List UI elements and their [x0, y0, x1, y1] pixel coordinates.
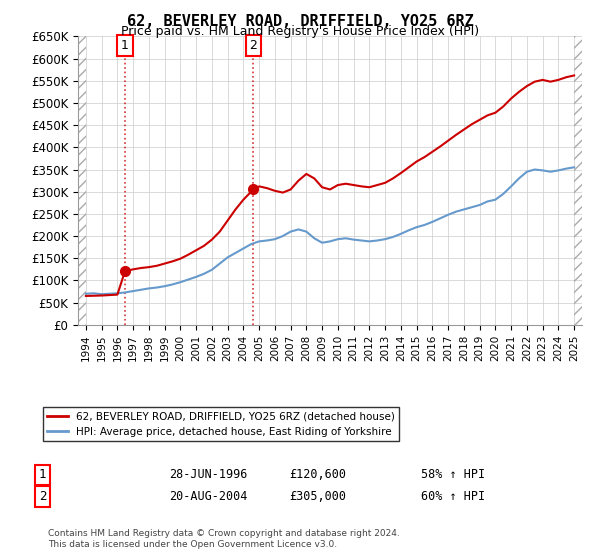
- Text: 1: 1: [39, 468, 46, 481]
- Text: 1: 1: [121, 39, 129, 52]
- Text: Price paid vs. HM Land Registry's House Price Index (HPI): Price paid vs. HM Land Registry's House …: [121, 25, 479, 38]
- Bar: [78, 36, 86, 325]
- Text: £305,000: £305,000: [290, 490, 347, 503]
- Text: 2: 2: [39, 490, 46, 503]
- Legend: 62, BEVERLEY ROAD, DRIFFIELD, YO25 6RZ (detached house), HPI: Average price, det: 62, BEVERLEY ROAD, DRIFFIELD, YO25 6RZ (…: [43, 407, 399, 441]
- Text: £120,600: £120,600: [290, 468, 347, 481]
- Text: 60% ↑ HPI: 60% ↑ HPI: [421, 490, 485, 503]
- Text: Contains HM Land Registry data © Crown copyright and database right 2024.
This d: Contains HM Land Registry data © Crown c…: [48, 529, 400, 549]
- Text: 2: 2: [250, 39, 257, 52]
- Text: 20-AUG-2004: 20-AUG-2004: [169, 490, 247, 503]
- Text: 62, BEVERLEY ROAD, DRIFFIELD, YO25 6RZ: 62, BEVERLEY ROAD, DRIFFIELD, YO25 6RZ: [127, 14, 473, 29]
- Bar: [574, 36, 582, 325]
- Text: 28-JUN-1996: 28-JUN-1996: [169, 468, 247, 481]
- Text: 58% ↑ HPI: 58% ↑ HPI: [421, 468, 485, 481]
